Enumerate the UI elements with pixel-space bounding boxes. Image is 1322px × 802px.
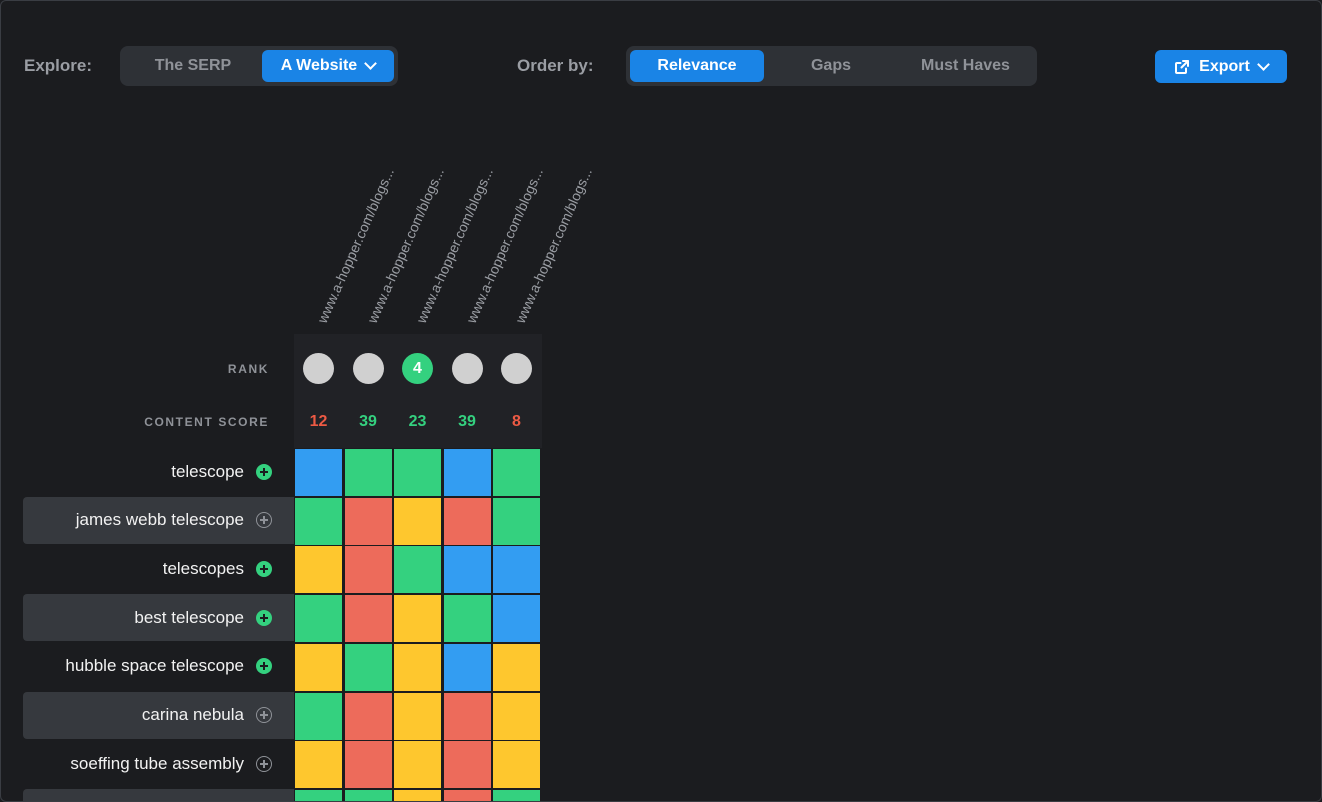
explore-option-website[interactable]: A Website bbox=[261, 50, 394, 82]
heatmap-cell[interactable] bbox=[394, 643, 441, 691]
keyword-row: telescope bbox=[23, 448, 294, 495]
heatmap-cell[interactable] bbox=[295, 595, 342, 643]
chevron-down-icon bbox=[364, 57, 378, 70]
heatmap-cell[interactable] bbox=[493, 497, 540, 545]
order-by-segmented-control: Relevance Gaps Must Haves bbox=[626, 46, 1037, 86]
order-option-relevance[interactable]: Relevance bbox=[630, 50, 764, 82]
heatmap-cell[interactable] bbox=[344, 643, 392, 691]
added-plus-icon[interactable] bbox=[256, 560, 272, 577]
heatmap-cell[interactable] bbox=[493, 595, 540, 643]
heatmap-cell[interactable] bbox=[443, 643, 491, 691]
rank-badge: 4 bbox=[402, 353, 433, 384]
heatmap-cell[interactable] bbox=[493, 546, 540, 594]
add-plus-icon[interactable] bbox=[256, 512, 272, 529]
heatmap-cell[interactable] bbox=[394, 595, 441, 643]
heatmap-cell[interactable] bbox=[493, 643, 540, 691]
heatmap-cell[interactable] bbox=[295, 692, 342, 740]
content-score-row-label: CONTENT SCORE bbox=[144, 415, 269, 429]
heatmap-cell[interactable] bbox=[295, 497, 342, 545]
heatmap-cell[interactable] bbox=[394, 789, 441, 801]
external-link-icon bbox=[1175, 59, 1190, 74]
order-option-gaps[interactable]: Gaps bbox=[810, 57, 851, 74]
rank-badge bbox=[352, 353, 384, 384]
explore-option-serp[interactable]: The SERP bbox=[154, 57, 232, 74]
keyword-row: carina nebula bbox=[23, 691, 294, 739]
keyword-row: soeffing tube assembly bbox=[23, 740, 294, 787]
heatmap-cell[interactable] bbox=[443, 789, 491, 801]
keyword-row: telescopes bbox=[23, 545, 294, 592]
heatmap-cell[interactable] bbox=[394, 449, 441, 496]
heatmap-cell[interactable] bbox=[344, 546, 392, 594]
heatmap-cell[interactable] bbox=[344, 741, 392, 789]
heatmap-cell[interactable] bbox=[443, 449, 491, 496]
explore-segmented-control: The SERP A Website bbox=[120, 46, 398, 86]
keyword-term: telescope bbox=[171, 461, 244, 481]
rank-row-label: RANK bbox=[227, 362, 269, 376]
keyword-row bbox=[23, 788, 294, 801]
order-option-must-haves[interactable]: Must Haves bbox=[921, 57, 1010, 74]
add-plus-icon[interactable] bbox=[256, 755, 272, 772]
heatmap-cell[interactable] bbox=[295, 546, 342, 594]
heatmap-cell[interactable] bbox=[493, 692, 540, 740]
content-score-value: 39 bbox=[458, 413, 476, 430]
content-score-value: 12 bbox=[309, 413, 328, 430]
heatmap-cell[interactable] bbox=[394, 692, 441, 740]
keyword-term: best telescope bbox=[134, 607, 244, 627]
content-score-value: 39 bbox=[359, 413, 377, 430]
keyword-term: carina nebula bbox=[141, 705, 244, 724]
added-plus-icon[interactable] bbox=[256, 463, 272, 480]
add-plus-icon[interactable] bbox=[256, 707, 272, 723]
keyword-term: telescopes bbox=[162, 558, 244, 578]
heatmap-cell[interactable] bbox=[493, 741, 540, 789]
keyword-row: james webb telescope bbox=[23, 496, 294, 544]
heatmap-cell[interactable] bbox=[344, 497, 392, 545]
heatmap-cell[interactable] bbox=[394, 546, 441, 594]
added-plus-icon[interactable] bbox=[256, 658, 272, 675]
heatmap-cell[interactable] bbox=[443, 497, 491, 545]
content-score-value: 23 bbox=[408, 413, 427, 430]
added-plus-icon[interactable] bbox=[256, 609, 272, 626]
keyword-term: james webb telescope bbox=[75, 510, 244, 530]
export-button[interactable]: Export bbox=[1155, 50, 1287, 83]
heatmap-cell[interactable] bbox=[493, 449, 540, 496]
heatmap-cell[interactable] bbox=[443, 546, 491, 594]
keyword-term: soeffing tube assembly bbox=[70, 753, 244, 773]
heatmap-cell[interactable] bbox=[443, 741, 491, 789]
heatmap-cell[interactable] bbox=[344, 595, 392, 643]
heatmap-cell[interactable] bbox=[443, 692, 491, 740]
heatmap-cell[interactable] bbox=[443, 595, 491, 643]
order-by-label: Order by: bbox=[517, 56, 594, 75]
rank-badge bbox=[303, 353, 334, 384]
heatmap-cell[interactable] bbox=[394, 741, 441, 789]
rank-badge bbox=[501, 353, 532, 384]
heatmap-cell[interactable] bbox=[295, 643, 342, 691]
heatmap-cell[interactable] bbox=[394, 497, 441, 545]
explore-label: Explore: bbox=[24, 56, 93, 75]
chevron-down-icon bbox=[1256, 57, 1270, 71]
heatmap-cell[interactable] bbox=[295, 449, 342, 496]
content-score-value: 8 bbox=[512, 413, 521, 430]
heatmap-cell[interactable] bbox=[493, 789, 540, 801]
keyword-term: hubble space telescope bbox=[65, 656, 244, 676]
heatmap-cell[interactable] bbox=[344, 692, 392, 740]
keyword-row: best telescope bbox=[23, 594, 294, 642]
heatmap-cell[interactable] bbox=[344, 789, 392, 801]
rank-badge bbox=[451, 353, 483, 384]
keyword-row: hubble space telescope bbox=[23, 643, 294, 690]
heatmap-cell[interactable] bbox=[344, 449, 392, 496]
heatmap-cell[interactable] bbox=[295, 789, 342, 801]
heatmap-cell[interactable] bbox=[295, 741, 342, 789]
